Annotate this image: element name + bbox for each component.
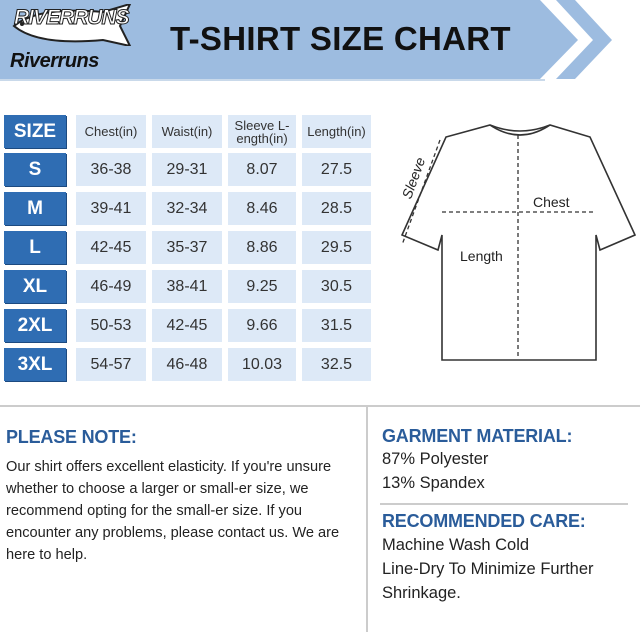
table-cell: 35-37 bbox=[152, 231, 222, 264]
care-item: Shrinkage. bbox=[382, 584, 461, 602]
care-item: Machine Wash Cold bbox=[382, 536, 530, 554]
brand-logo-top: RIVERRUNS bbox=[14, 6, 131, 30]
material-item: 87% Polyester bbox=[382, 450, 489, 468]
table-cell: 42-45 bbox=[76, 231, 146, 264]
table-cell: 38-41 bbox=[152, 270, 222, 303]
chest-label: Chest bbox=[533, 194, 570, 210]
size-label: M bbox=[4, 192, 66, 225]
column-header: Chest(in) bbox=[76, 115, 146, 148]
table-cell: 42-45 bbox=[152, 309, 222, 342]
brand-logo-bottom: Riverruns bbox=[10, 50, 99, 72]
table-cell: 10.03 bbox=[228, 348, 296, 381]
table-cell: 39-41 bbox=[76, 192, 146, 225]
tshirt-diagram bbox=[400, 124, 637, 361]
table-cell: 36-38 bbox=[76, 153, 146, 186]
page-title: T-SHIRT SIZE CHART bbox=[170, 20, 511, 57]
table-cell: 29.5 bbox=[302, 231, 371, 264]
table-cell: 8.86 bbox=[228, 231, 296, 264]
size-label: 2XL bbox=[4, 309, 66, 342]
table-cell: 9.66 bbox=[228, 309, 296, 342]
fish-logo-icon bbox=[12, 4, 132, 46]
note-text: Our shirt offers excellent elasticity. I… bbox=[6, 459, 340, 563]
table-cell: 50-53 bbox=[76, 309, 146, 342]
care-heading: RECOMMENDED CARE: bbox=[382, 511, 586, 531]
material-heading: GARMENT MATERIAL: bbox=[382, 426, 573, 446]
column-header: Waist(in) bbox=[152, 115, 222, 148]
column-header: Length(in) bbox=[302, 115, 371, 148]
column-header: Sleeve L-ength(in) bbox=[228, 115, 296, 148]
table-cell: 9.25 bbox=[228, 270, 296, 303]
header-banner bbox=[0, 0, 612, 81]
note-heading: PLEASE NOTE: bbox=[6, 427, 137, 447]
table-cell: 27.5 bbox=[302, 153, 371, 186]
table-cell: 28.5 bbox=[302, 192, 371, 225]
length-label: Length bbox=[460, 248, 503, 264]
column-divider bbox=[366, 406, 368, 632]
material-item: 13% Spandex bbox=[382, 474, 485, 492]
table-cell: 32.5 bbox=[302, 348, 371, 381]
table-cell: 30.5 bbox=[302, 270, 371, 303]
table-cell: 54-57 bbox=[76, 348, 146, 381]
size-header: SIZE bbox=[4, 115, 66, 148]
size-label: XL bbox=[4, 270, 66, 303]
table-cell: 32-34 bbox=[152, 192, 222, 225]
size-label: L bbox=[4, 231, 66, 264]
table-cell: 8.07 bbox=[228, 153, 296, 186]
table-cell: 29-31 bbox=[152, 153, 222, 186]
size-label: S bbox=[4, 153, 66, 186]
table-cell: 31.5 bbox=[302, 309, 371, 342]
size-label: 3XL bbox=[4, 348, 66, 381]
section-divider bbox=[0, 405, 640, 407]
table-cell: 46-49 bbox=[76, 270, 146, 303]
table-cell: 8.46 bbox=[228, 192, 296, 225]
table-cell: 46-48 bbox=[152, 348, 222, 381]
care-item: Line-Dry To Minimize Further bbox=[382, 560, 594, 578]
material-divider bbox=[380, 503, 628, 505]
